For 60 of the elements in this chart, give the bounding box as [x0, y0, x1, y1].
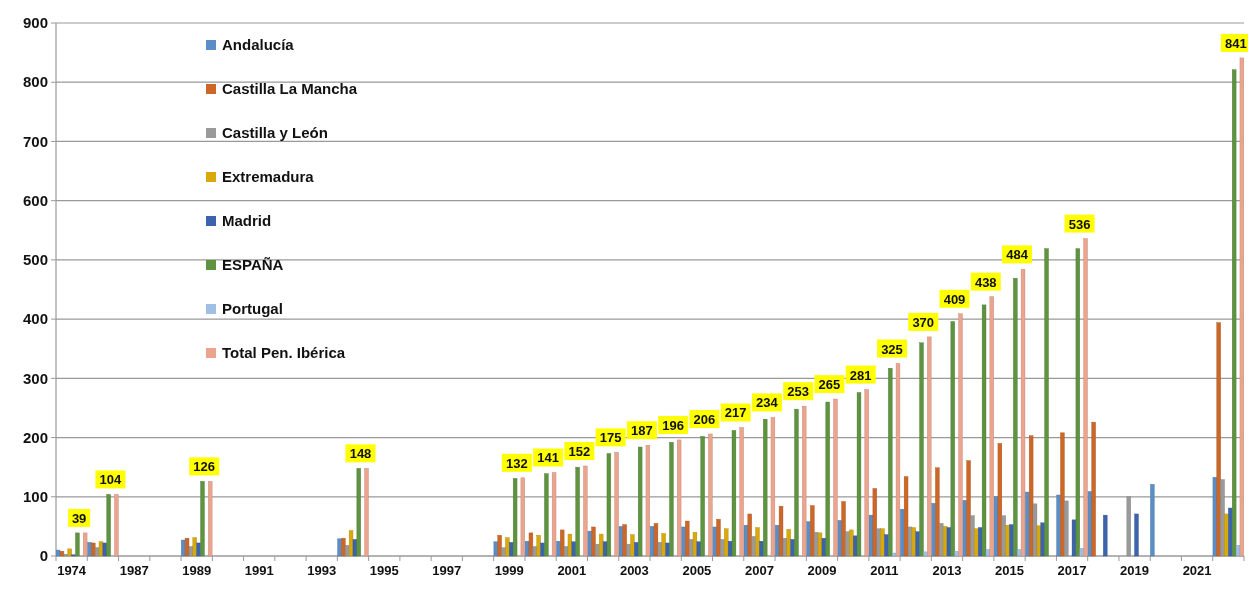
x-tick-label: 2001: [557, 563, 587, 578]
data-label: 175: [599, 430, 622, 446]
y-tick-label: 500: [22, 251, 48, 269]
data-label: 141: [537, 450, 559, 466]
data-label: 484: [1006, 247, 1029, 263]
x-tick-label: 1993: [307, 563, 337, 578]
data-label: 187: [631, 423, 653, 439]
data-label: 325: [881, 341, 903, 357]
data-label: 438: [974, 274, 997, 290]
data-label: 536: [1068, 216, 1091, 232]
x-tick-label: 2011: [870, 563, 899, 578]
x-tick-label: 1995: [369, 563, 399, 578]
data-label: 104: [99, 472, 123, 488]
legend-label: ESPAÑA: [222, 256, 284, 274]
legend-label: Madrid: [222, 212, 272, 230]
x-tick-label: 2005: [682, 563, 712, 578]
legend-label: Castilla La Mancha: [222, 80, 358, 98]
x-tick-label: 1987: [119, 563, 149, 578]
y-tick-label: 400: [22, 310, 48, 328]
x-tick-label: 2007: [744, 563, 774, 578]
data-label: 152: [568, 443, 591, 459]
y-tick-label: 300: [22, 369, 48, 387]
x-tick-label: 2021: [1182, 563, 1212, 578]
y-tick-label: 100: [22, 488, 48, 506]
y-tick-label: 600: [22, 191, 48, 209]
legend-label: Portugal: [222, 300, 283, 318]
y-tick-label: 900: [22, 14, 48, 32]
data-label: 253: [787, 384, 810, 400]
y-tick-label: 0: [39, 547, 48, 565]
data-label: 281: [849, 367, 872, 383]
data-label: 234: [756, 395, 779, 411]
legend-label: Extremadura: [222, 168, 315, 186]
legend-label: Castilla y León: [222, 124, 328, 142]
x-tick-label: 2015: [995, 563, 1024, 578]
x-tick-label: 2013: [932, 563, 962, 578]
x-tick-label: 2019: [1120, 563, 1150, 578]
legend-label: Total Pen. Ibérica: [222, 344, 346, 362]
data-label: 841: [1225, 35, 1247, 51]
data-label: 39: [71, 510, 87, 526]
data-label: 196: [662, 417, 684, 433]
data-label: 206: [693, 412, 716, 427]
data-label: 132: [505, 455, 528, 471]
data-label: 265: [818, 377, 841, 393]
x-tick-label: 1991: [244, 563, 274, 578]
x-tick-label: 2009: [807, 563, 837, 578]
x-tick-label: 2003: [619, 563, 649, 578]
x-tick-label: 1989: [182, 563, 212, 578]
data-label: 370: [912, 314, 935, 330]
x-tick-label: 1974: [57, 563, 87, 578]
data-label: 217: [724, 405, 747, 421]
x-tick-label: 1999: [494, 563, 524, 578]
y-tick-label: 200: [22, 428, 48, 446]
legend-label: Andalucía: [222, 36, 295, 54]
y-tick-label: 700: [22, 132, 48, 150]
x-tick-label: 1997: [432, 563, 462, 578]
data-label: 148: [349, 446, 372, 462]
x-tick-label: 2017: [1057, 563, 1087, 578]
data-label: 126: [193, 459, 216, 475]
y-tick-label: 800: [22, 73, 48, 91]
data-label: 409: [943, 291, 966, 307]
